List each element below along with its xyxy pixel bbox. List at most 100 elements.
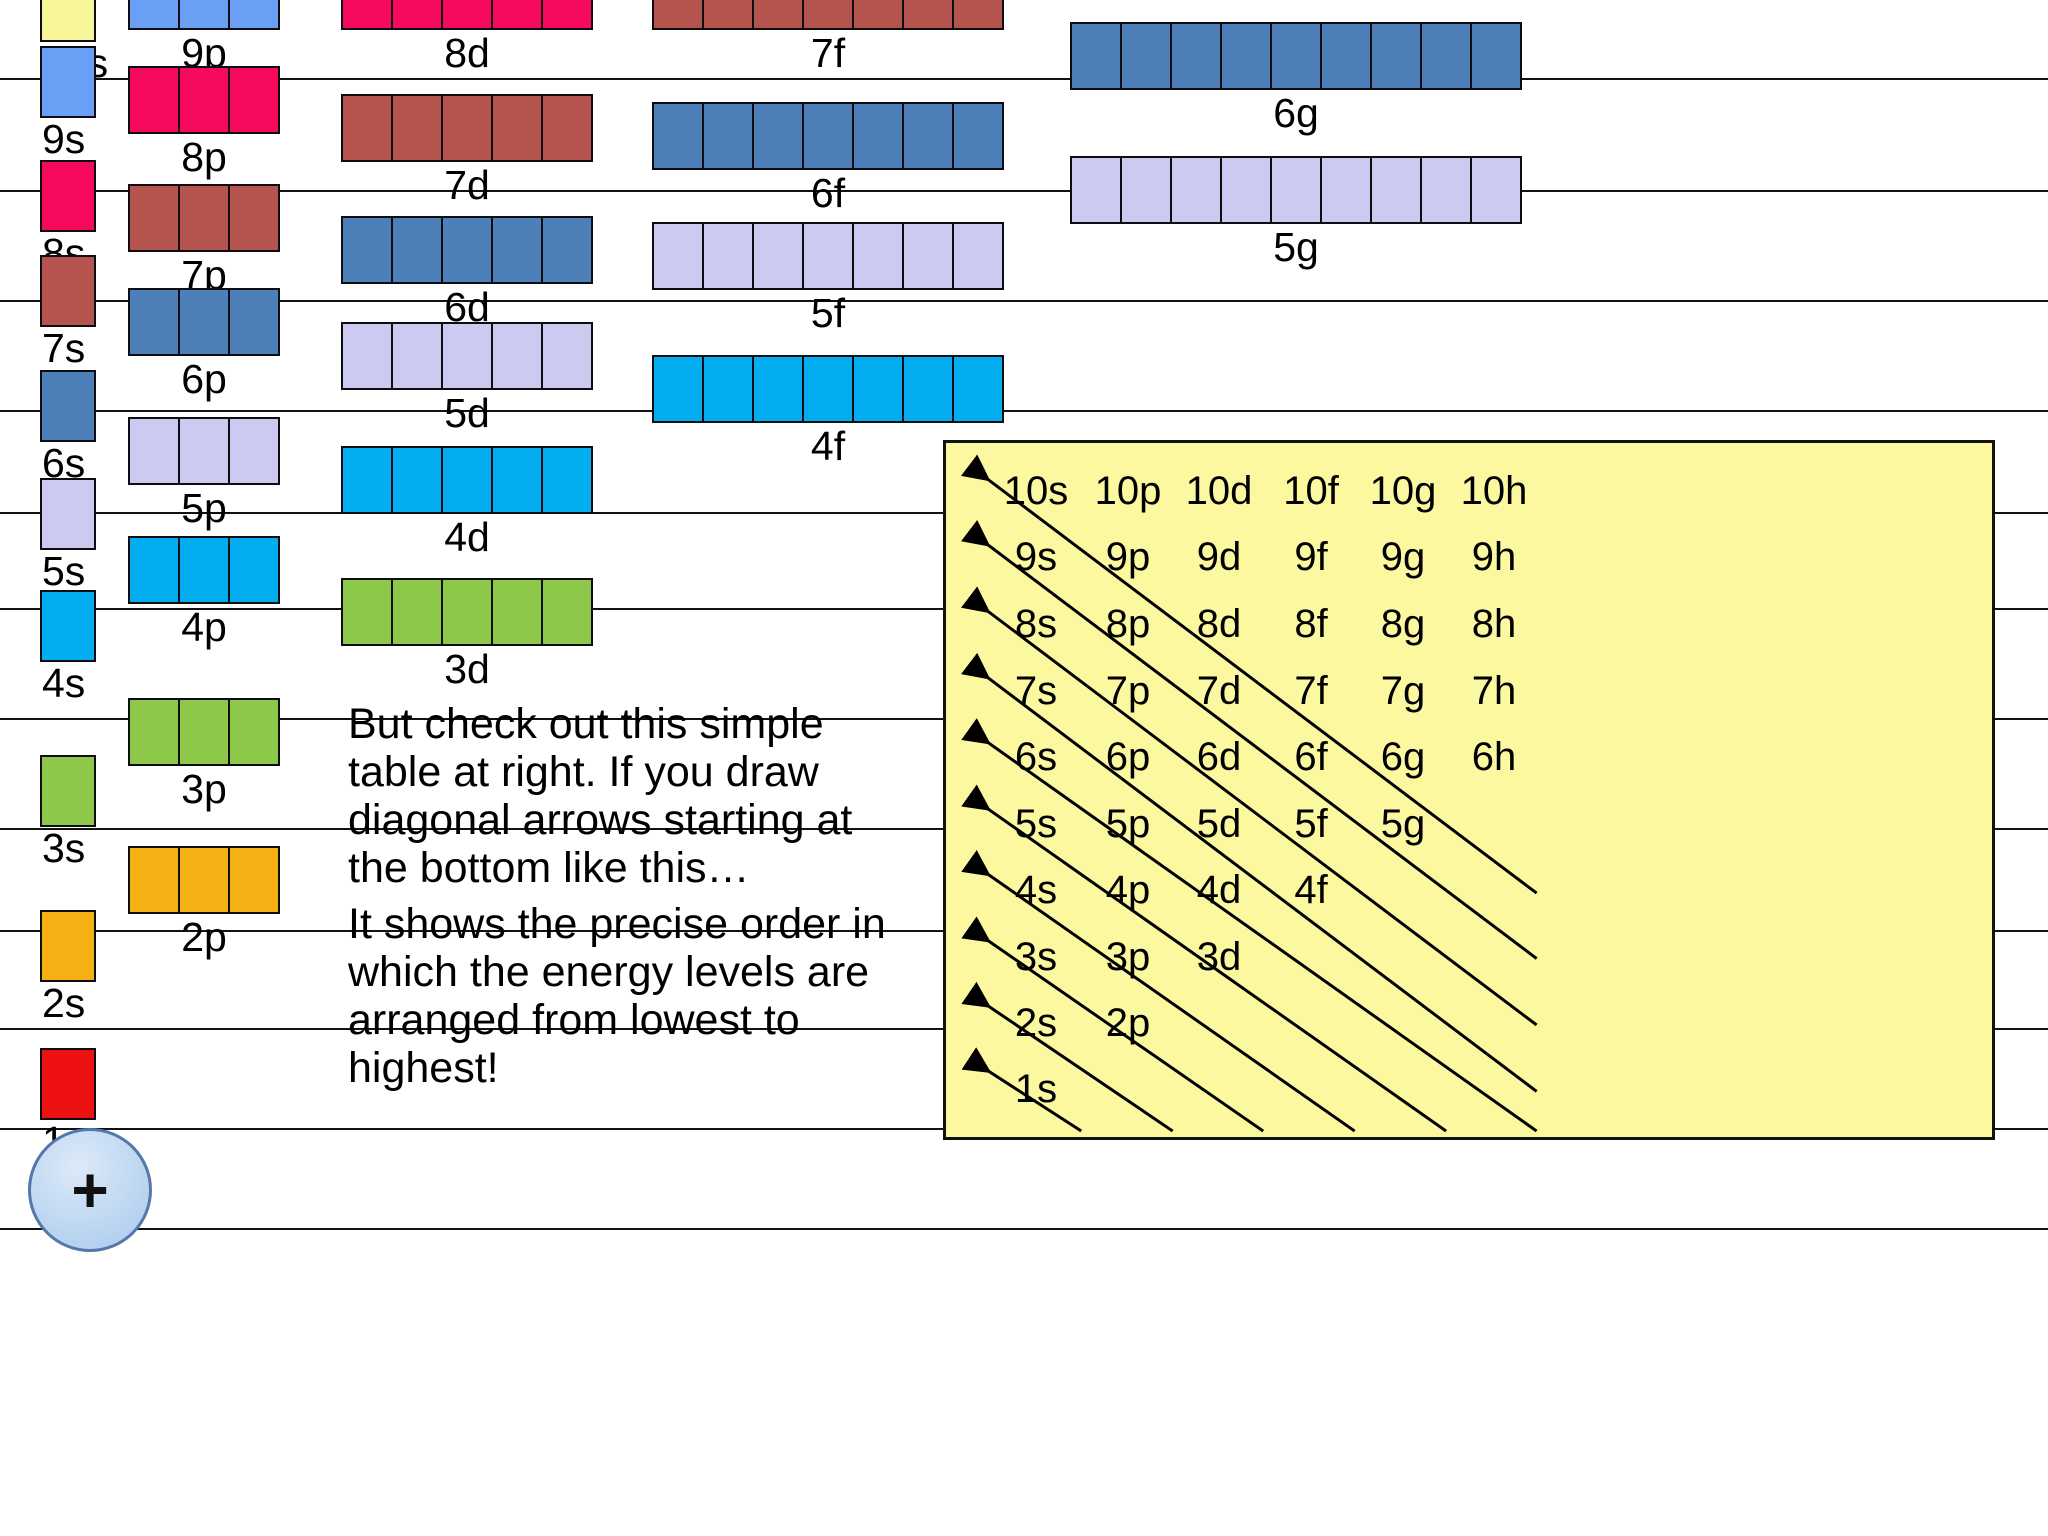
- orbital-cell: [852, 222, 904, 290]
- orbital-cell: [902, 355, 954, 423]
- orbital-label: 2s: [42, 980, 86, 1026]
- orbital-group-6p: 6p: [128, 288, 280, 400]
- orbital-group-3s: 3s: [40, 755, 96, 869]
- orbital-cell: [228, 288, 280, 356]
- orbital-group-4p: 4p: [128, 536, 280, 648]
- orbital-group-2p: 2p: [128, 846, 280, 958]
- aufbau-cell-4f: 4f: [1294, 868, 1328, 912]
- orbital-group-8d: 8d: [341, 0, 593, 74]
- explanation-paragraph-1: But check out this simple table at right…: [348, 700, 853, 892]
- orbital-cell: [1070, 22, 1122, 90]
- aufbau-cell-7g: 7g: [1380, 669, 1426, 713]
- orbital-cell: [128, 536, 180, 604]
- orbital-cell: [802, 0, 854, 30]
- orbital-cell: [541, 322, 593, 390]
- energy-level-line: [0, 300, 2048, 302]
- orbital-cell: [391, 322, 443, 390]
- aufbau-cell-7d: 7d: [1196, 669, 1242, 713]
- aufbau-cell-10f: 10f: [1283, 469, 1339, 513]
- orbital-cell: [1320, 22, 1372, 90]
- orbital-cell: [752, 222, 804, 290]
- orbital-group-5s: 5s: [40, 478, 96, 592]
- orbital-label: 4p: [181, 604, 227, 650]
- orbital-cell: [40, 910, 96, 982]
- orbital-cell: [952, 0, 1004, 30]
- orbital-label: 6g: [1273, 90, 1319, 136]
- orbital-cell: [1120, 22, 1172, 90]
- orbital-cell: [652, 355, 704, 423]
- orbital-cell: [902, 0, 954, 30]
- orbital-cell: [228, 66, 280, 134]
- orbital-cell: [1270, 22, 1322, 90]
- orbital-label: 5f: [810, 290, 846, 336]
- orbital-cell: [441, 216, 493, 284]
- aufbau-cell-9g: 9g: [1380, 535, 1426, 579]
- orbital-cell: [228, 417, 280, 485]
- orbital-label: 6f: [810, 170, 846, 216]
- orbital-label: 2p: [181, 914, 227, 960]
- aufbau-cell-9h: 9h: [1471, 535, 1517, 579]
- orbital-cell: [852, 102, 904, 170]
- orbital-label: 3p: [181, 766, 227, 812]
- orbital-group-2s: 2s: [40, 910, 96, 1024]
- orbital-cell: [391, 94, 443, 162]
- orbital-label: 5s: [42, 548, 86, 594]
- explanation-paragraph-2: It shows the precise order in which the …: [348, 900, 886, 1092]
- orbital-cell: [128, 184, 180, 252]
- energy-level-line: [0, 410, 2048, 412]
- orbital-cell: [802, 102, 854, 170]
- orbital-cell: [40, 255, 96, 327]
- orbital-cell: [852, 355, 904, 423]
- orbital-cell: [541, 446, 593, 514]
- aufbau-cell-9p: 9p: [1105, 535, 1151, 579]
- orbital-cell: [178, 846, 230, 914]
- orbital-cell: [128, 66, 180, 134]
- orbital-cell: [391, 578, 443, 646]
- orbital-cell: [802, 222, 854, 290]
- orbital-cell: [128, 417, 180, 485]
- orbital-cell: [341, 578, 393, 646]
- aufbau-cell-7s: 7s: [1014, 669, 1058, 713]
- orbital-cell: [228, 536, 280, 604]
- orbital-label: 3d: [444, 646, 490, 692]
- orbital-cell: [228, 184, 280, 252]
- orbital-cell: [491, 94, 543, 162]
- orbital-label: 7s: [42, 325, 86, 371]
- orbital-group-6f: 6f: [652, 102, 1004, 214]
- plus-symbol: +: [71, 1154, 109, 1226]
- orbital-cell: [1170, 156, 1222, 224]
- orbital-cell: [228, 698, 280, 766]
- orbital-cell: [1420, 22, 1472, 90]
- orbital-cell: [1070, 156, 1122, 224]
- orbital-cell: [902, 102, 954, 170]
- orbital-cell: [178, 0, 230, 30]
- orbital-cell: [852, 0, 904, 30]
- orbital-group-7f: 7f: [652, 0, 1004, 74]
- orbital-label: 5p: [181, 485, 227, 531]
- orbital-label: 7d: [444, 162, 490, 208]
- aufbau-cell-3s: 3s: [1014, 935, 1058, 979]
- orbital-label: 9s: [42, 116, 86, 162]
- orbital-cell: [178, 536, 230, 604]
- orbital-group-6g: 6g: [1070, 22, 1522, 134]
- aufbau-cell-3p: 3p: [1105, 935, 1151, 979]
- aufbau-cell-10p: 10p: [1094, 469, 1162, 513]
- orbital-group-5f: 5f: [652, 222, 1004, 334]
- orbital-cell: [702, 222, 754, 290]
- aufbau-cell-10d: 10d: [1185, 469, 1253, 513]
- orbital-group-4d: 4d: [341, 446, 593, 558]
- orbital-cell: [952, 355, 1004, 423]
- orbital-cell: [40, 1048, 96, 1120]
- orbital-label: 4d: [444, 514, 490, 560]
- orbital-cell: [441, 446, 493, 514]
- aufbau-cell-4s: 4s: [1014, 868, 1058, 912]
- orbital-cell: [178, 288, 230, 356]
- aufbau-cell-6g: 6g: [1380, 735, 1426, 779]
- orbital-cell: [541, 216, 593, 284]
- orbital-cell: [441, 578, 493, 646]
- aufbau-cell-8d: 8d: [1196, 602, 1242, 646]
- orbital-cell: [40, 590, 96, 662]
- aufbau-cell-4p: 4p: [1105, 868, 1151, 912]
- orbital-cell: [902, 222, 954, 290]
- energy-level-line: [0, 78, 2048, 80]
